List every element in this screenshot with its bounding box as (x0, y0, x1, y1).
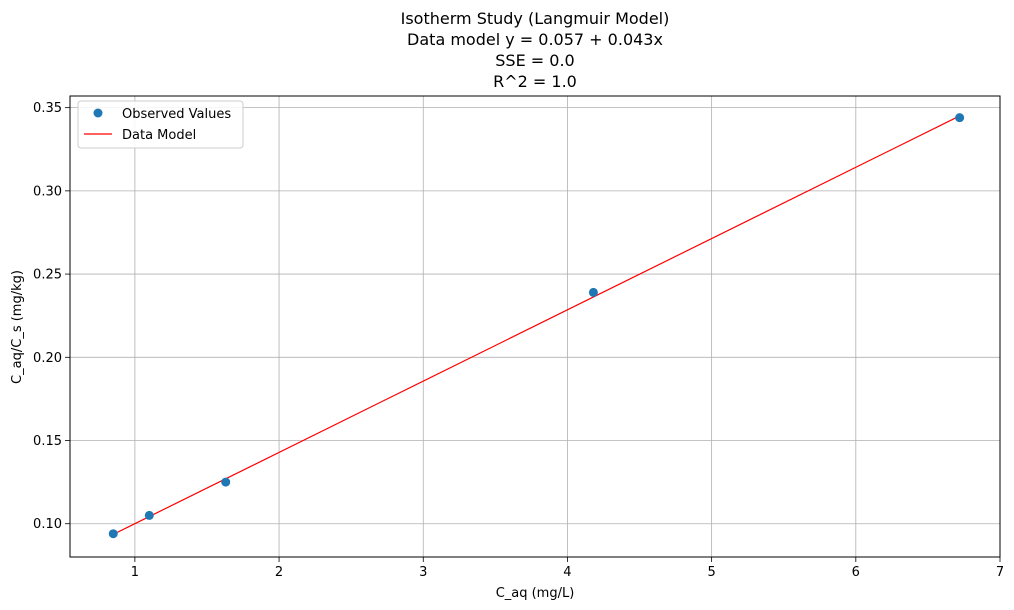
x-tick-label: 7 (996, 565, 1004, 580)
y-axis-label: C_aq/C_s (mg/kg) (10, 270, 25, 384)
legend-box (77, 100, 244, 149)
title-line-1: Isotherm Study (Langmuir Model) (401, 9, 670, 28)
legend-label-model: Data Model (122, 128, 196, 143)
y-tick-label: 0.15 (33, 434, 62, 449)
x-tick-label: 4 (563, 565, 571, 580)
y-tick-label: 0.30 (33, 184, 62, 199)
observed-point (108, 529, 118, 539)
legend: Observed Values Data Model (77, 100, 244, 149)
x-axis-label: C_aq (mg/L) (496, 586, 575, 601)
title-line-3: SSE = 0.0 (495, 51, 574, 70)
observed-point (221, 477, 231, 487)
observed-point (144, 510, 154, 520)
plot-series (108, 113, 965, 539)
plot-frame (69, 95, 1001, 558)
x-tick-label: 2 (275, 565, 283, 580)
observed-point (588, 287, 598, 297)
y-tick-label: 0.20 (33, 351, 62, 366)
y-tick-label: 0.35 (33, 101, 62, 116)
title-line-2: Data model y = 0.057 + 0.043x (407, 30, 663, 49)
chart-title: Isotherm Study (Langmuir Model) Data mod… (401, 9, 670, 91)
x-tick-label: 3 (419, 565, 427, 580)
legend-marker-observed (93, 108, 103, 118)
title-line-4: R^2 = 1.0 (493, 72, 577, 91)
x-tick-label: 1 (131, 565, 139, 580)
y-tick-label: 0.10 (33, 517, 62, 532)
x-tick-label: 5 (707, 565, 715, 580)
x-tick-label: 6 (852, 565, 860, 580)
observed-point (955, 113, 965, 123)
axes: 1 2 3 4 5 6 7 0.10 0.15 0.20 0.25 0.30 0.35 (33, 95, 1004, 580)
legend-label-observed: Observed Values (122, 107, 231, 122)
model-line (112, 115, 960, 535)
y-tick-label: 0.25 (33, 268, 62, 283)
